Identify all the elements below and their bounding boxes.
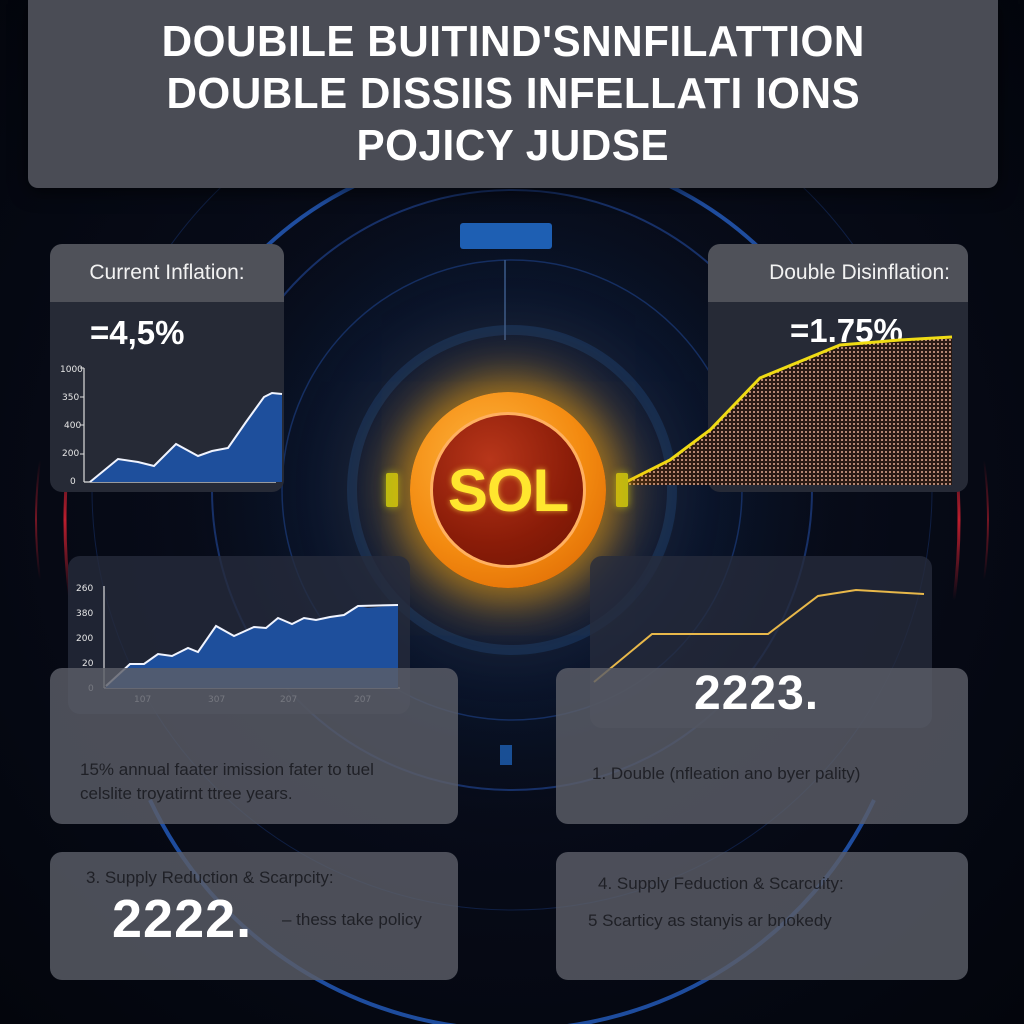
info-card-supply-reduction-3: 3. Supply Reduction & Scarpcity: 2222. –… xyxy=(50,852,458,980)
emission-text-line-2: celslite troyatirnt ttree years. xyxy=(80,784,293,803)
disinflation-area-chart xyxy=(619,335,953,487)
svg-text:380: 380 xyxy=(76,609,93,619)
card-header: Current Inflation: xyxy=(50,244,284,302)
current-inflation-card: Current Inflation: =4,5% 1000 350 400 20… xyxy=(50,244,284,492)
lower-right-line-chart xyxy=(593,588,925,683)
svg-text:400: 400 xyxy=(64,421,81,431)
value-2223: 2223. xyxy=(694,667,820,720)
card-title: Current Inflation: xyxy=(89,261,245,284)
svg-text:1000: 1000 xyxy=(60,365,83,375)
svg-text:200: 200 xyxy=(76,634,93,644)
svg-text:350: 350 xyxy=(62,393,79,403)
card-title: Double Disinflation: xyxy=(769,261,950,284)
supply-heading-4: 4. Supply Feduction & Scarcuity: xyxy=(598,874,844,893)
sol-coin-badge: SOL xyxy=(410,392,606,588)
right-bracket-icon xyxy=(616,473,628,507)
supply-heading-3: 3. Supply Reduction & Scarpcity: xyxy=(86,868,334,887)
scarcity-note: 5 Scarticy as stanyis ar bnokedy xyxy=(588,911,832,930)
policy-note: – thess take policy xyxy=(282,910,422,929)
svg-text:200: 200 xyxy=(62,449,79,459)
title-line-1: DOUBILE BUITIND'SNNFILATTION xyxy=(161,17,865,66)
title-panel: DOUBILE BUITIND'SNNFILATTION DOUBLE DISS… xyxy=(28,0,998,188)
sol-label: SOL xyxy=(447,456,569,524)
emission-text-line-1: 15% annual faater imission fater to tuel xyxy=(80,760,374,779)
title-line-3: POJICY JUDSE xyxy=(356,121,670,170)
info-card-emission: 15% annual faater imission fater to tuel… xyxy=(50,668,458,824)
inflation-value: =4,5% xyxy=(90,314,185,351)
value-2222: 2222. xyxy=(112,889,253,949)
info-card-supply-reduction-4: 4. Supply Feduction & Scarcuity: 5 Scart… xyxy=(556,852,968,980)
inflation-area-chart: 1000 350 400 200 0 xyxy=(60,365,283,487)
left-bracket-icon xyxy=(386,473,398,507)
double-inflation-text: 1. Double (nfleation ano byer pality) xyxy=(592,764,861,783)
svg-text:0: 0 xyxy=(70,477,76,487)
card-header: Double Disinflation: xyxy=(708,244,968,302)
svg-text:20: 20 xyxy=(82,659,94,669)
top-indicator-bar xyxy=(460,223,552,249)
svg-text:260: 260 xyxy=(76,584,93,594)
info-card-double-inflation: 2223. 1. Double (nfleation ano byer pali… xyxy=(556,667,968,824)
title-line-2: DOUBLE DISSIIS INFELLATI IONS xyxy=(166,69,860,118)
